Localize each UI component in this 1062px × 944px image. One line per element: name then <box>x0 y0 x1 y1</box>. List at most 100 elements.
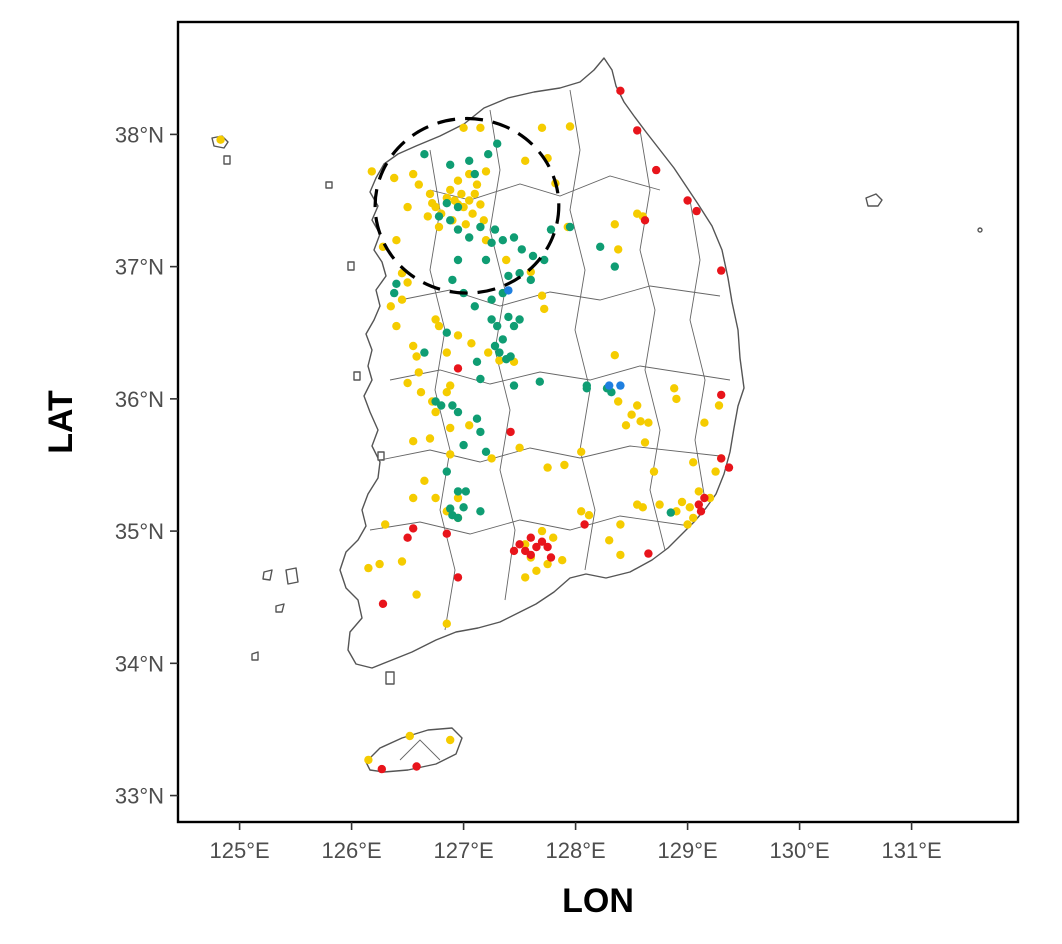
yellow-data-point <box>457 190 465 198</box>
yellow-data-point <box>409 494 417 502</box>
yellow-data-point <box>577 507 585 515</box>
yellow-data-point <box>471 190 479 198</box>
red-data-point <box>717 454 725 462</box>
x-tick-label: 128°E <box>546 838 606 863</box>
blue-data-point <box>605 381 613 389</box>
yellow-data-point <box>686 503 694 511</box>
green-data-point <box>443 199 451 207</box>
green-data-point <box>390 289 398 297</box>
green-data-point <box>454 487 462 495</box>
yellow-data-point <box>715 401 723 409</box>
island-sw-3 <box>252 652 258 660</box>
red-data-point <box>378 765 386 773</box>
yellow-data-point <box>465 196 473 204</box>
yellow-data-point <box>446 186 454 194</box>
yellow-data-point <box>538 124 546 132</box>
yellow-data-point <box>435 322 443 330</box>
yellow-data-point <box>409 437 417 445</box>
yellow-data-point <box>454 177 462 185</box>
green-data-point <box>465 157 473 165</box>
yellow-data-point <box>636 417 644 425</box>
yellow-data-point <box>364 756 372 764</box>
yellow-data-point <box>403 379 411 387</box>
yellow-data-point <box>412 590 420 598</box>
green-data-point <box>471 302 479 310</box>
x-tick-label: 131°E <box>882 838 942 863</box>
blue-data-point <box>616 381 624 389</box>
green-data-point <box>459 503 467 511</box>
green-data-point <box>499 236 507 244</box>
green-data-point <box>495 348 503 356</box>
green-data-point <box>473 415 481 423</box>
green-data-point <box>462 487 470 495</box>
yellow-data-point <box>424 212 432 220</box>
y-tick-label: 33°N <box>115 784 164 809</box>
yellow-data-point <box>482 167 490 175</box>
green-data-point <box>527 276 535 284</box>
yellow-data-point <box>446 424 454 432</box>
green-data-point <box>448 401 456 409</box>
yellow-data-point <box>435 223 443 231</box>
green-data-point <box>446 216 454 224</box>
red-data-point <box>454 364 462 372</box>
yellow-data-point <box>605 536 613 544</box>
yellow-data-point <box>585 511 593 519</box>
green-data-point <box>499 335 507 343</box>
green-data-point <box>446 504 454 512</box>
yellow-data-point <box>403 203 411 211</box>
yellow-data-point <box>381 520 389 528</box>
green-data-point <box>491 225 499 233</box>
yellow-data-point <box>390 174 398 182</box>
yellow-data-point <box>415 180 423 188</box>
yellow-data-point <box>446 736 454 744</box>
green-data-point <box>493 140 501 148</box>
yellow-data-point <box>672 395 680 403</box>
green-data-point <box>476 375 484 383</box>
yellow-data-point <box>443 348 451 356</box>
x-tick-label: 129°E <box>658 838 718 863</box>
green-data-point <box>482 256 490 264</box>
red-data-point <box>700 494 708 502</box>
green-data-point <box>473 358 481 366</box>
x-tick-label: 126°E <box>322 838 382 863</box>
green-data-point <box>487 296 495 304</box>
yellow-data-point <box>611 220 619 228</box>
yellow-data-point <box>644 419 652 427</box>
yellow-data-point <box>521 573 529 581</box>
green-data-point <box>482 448 490 456</box>
yellow-data-point <box>633 210 641 218</box>
yellow-data-point <box>549 534 557 542</box>
island-s-1 <box>386 672 394 684</box>
red-data-point <box>616 87 624 95</box>
yellow-data-point <box>566 122 574 130</box>
yellow-data-point <box>614 245 622 253</box>
green-data-point <box>465 233 473 241</box>
yellow-data-point <box>417 388 425 396</box>
yellow-data-point <box>487 454 495 462</box>
red-data-point <box>641 216 649 224</box>
x-tick-label: 130°E <box>770 838 830 863</box>
red-data-point <box>506 428 514 436</box>
yellow-data-point <box>443 620 451 628</box>
green-data-point <box>476 507 484 515</box>
yellow-data-point <box>446 381 454 389</box>
yellow-data-point <box>515 444 523 452</box>
red-data-point <box>510 547 518 555</box>
yellow-data-point <box>431 203 439 211</box>
yellow-data-point <box>412 352 420 360</box>
green-data-point <box>487 315 495 323</box>
green-data-point <box>420 348 428 356</box>
green-data-point <box>437 401 445 409</box>
x-axis-ticks: 125°E126°E127°E128°E129°E130°E131°E <box>210 822 942 863</box>
green-data-point <box>420 150 428 158</box>
red-data-point <box>652 166 660 174</box>
y-tick-label: 34°N <box>115 651 164 676</box>
red-data-point <box>543 543 551 551</box>
yellow-data-point <box>426 434 434 442</box>
yellow-data-point <box>392 322 400 330</box>
red-data-point <box>725 463 733 471</box>
y-axis-ticks: 33°N34°N35°N36°N37°N38°N <box>115 122 178 808</box>
yellow-data-point <box>403 278 411 286</box>
